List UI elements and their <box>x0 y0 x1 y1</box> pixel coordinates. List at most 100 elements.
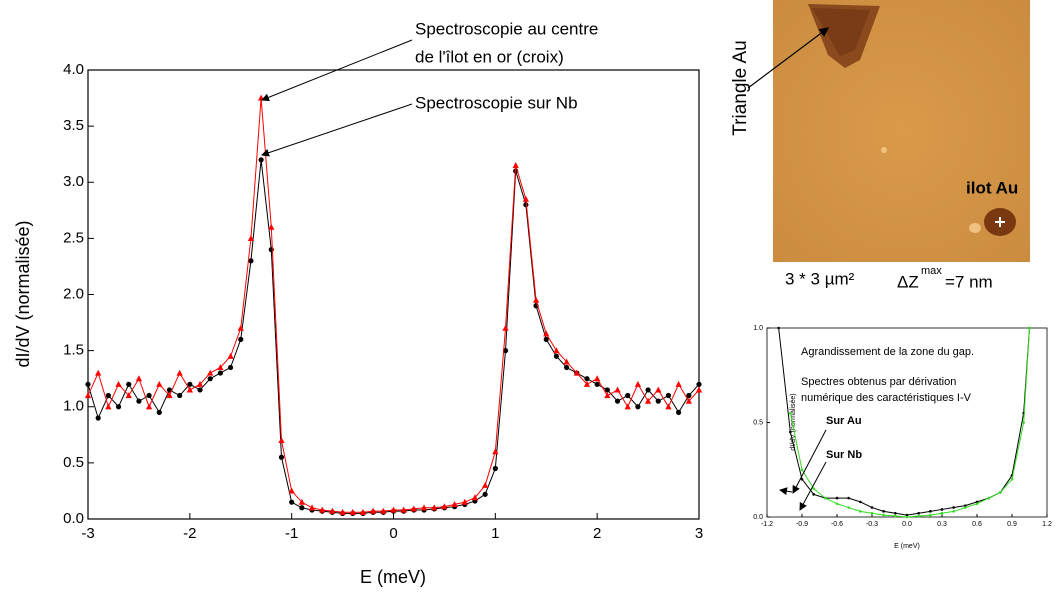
data-point <box>187 381 193 387</box>
data-point <box>655 386 662 393</box>
data-point <box>156 380 163 387</box>
x-tick-label: 1.2 <box>1042 521 1052 528</box>
data-point <box>685 397 692 404</box>
annotation: Spectres obtenus par dérivation <box>801 376 956 388</box>
data-point <box>929 510 932 513</box>
x-tick-label: 0.0 <box>902 521 912 528</box>
data-point <box>166 392 173 399</box>
data-point <box>882 513 885 517</box>
data-point <box>952 506 955 509</box>
y-tick-label: 1.0 <box>63 398 84 415</box>
data-point <box>563 358 570 365</box>
series-line <box>789 327 1030 518</box>
y-tick-label: 0.5 <box>63 454 84 471</box>
data-point <box>451 501 458 508</box>
x-tick-label: 0 <box>389 525 397 542</box>
data-point <box>197 387 203 393</box>
series-label: Sur Nb <box>826 449 862 461</box>
data-point <box>238 336 244 342</box>
data-point <box>676 409 682 415</box>
data-point <box>665 403 672 410</box>
data-point <box>166 387 173 393</box>
data-point <box>105 392 111 399</box>
data-point <box>964 506 967 509</box>
data-point <box>95 369 102 376</box>
x-tick-label: -3 <box>81 525 94 542</box>
data-point <box>870 506 874 509</box>
x-tick-label: -1 <box>285 525 298 542</box>
x-tick-label: -2 <box>183 525 196 542</box>
data-point <box>564 364 570 371</box>
data-point <box>380 507 387 514</box>
arrow <box>799 461 827 511</box>
data-point <box>999 491 1002 494</box>
data-point <box>84 392 92 399</box>
data-point <box>482 491 488 497</box>
x-tick-label: -1.2 <box>761 521 773 528</box>
image-label: 3 * 3 µm² <box>785 269 855 288</box>
data-point <box>634 380 642 387</box>
data-point <box>584 376 590 382</box>
data-point <box>624 403 631 410</box>
arrow <box>779 487 793 496</box>
data-point <box>339 508 346 515</box>
data-point <box>196 380 204 387</box>
series <box>789 326 1031 519</box>
data-point <box>247 234 255 241</box>
data-point <box>370 507 377 514</box>
data-point <box>186 386 193 393</box>
y-tick-label: 2.0 <box>63 285 84 302</box>
data-point <box>975 500 979 504</box>
data-point <box>870 511 874 515</box>
y-axis-label: dI/dV (normalisée) <box>790 393 797 450</box>
data-point <box>532 296 540 303</box>
data-point <box>410 505 417 512</box>
y-tick-label: 1.0 <box>753 325 763 332</box>
data-point <box>136 398 142 404</box>
data-point <box>522 195 530 202</box>
arrow <box>792 429 827 494</box>
x-tick-label: 3 <box>695 525 703 542</box>
data-point <box>696 381 702 387</box>
x-tick-label: 0.3 <box>937 521 947 528</box>
data-point <box>604 392 611 399</box>
data-point <box>217 370 223 376</box>
data-point <box>308 504 316 511</box>
data-point <box>675 380 682 387</box>
y-tick-label: 0.5 <box>753 419 763 426</box>
data-point <box>441 503 448 510</box>
data-point <box>400 506 407 513</box>
data-point <box>145 403 153 410</box>
series <box>84 94 703 515</box>
data-point <box>227 364 234 371</box>
x-tick-label: 0.9 <box>1007 521 1017 528</box>
data-point <box>952 510 955 513</box>
data-point <box>905 513 909 517</box>
data-point <box>940 508 944 511</box>
data-point <box>289 499 295 505</box>
data-point <box>929 513 932 517</box>
image-label: ΔZ <box>897 272 919 291</box>
data-point <box>917 514 920 518</box>
x-axis-label: E (meV) <box>360 567 426 587</box>
data-point <box>176 369 183 376</box>
data-point <box>835 496 839 500</box>
data-point <box>543 336 549 342</box>
data-point <box>987 496 990 500</box>
y-tick-label: 0.0 <box>753 514 763 521</box>
data-point <box>824 496 827 500</box>
data-point <box>329 507 336 514</box>
x-axis-label: E (meV) <box>894 543 920 550</box>
data-point <box>502 324 509 331</box>
data-point <box>882 510 885 513</box>
x-tick-label: 1 <box>491 525 499 542</box>
data-point <box>258 157 264 163</box>
x-tick-label: 2 <box>593 525 601 542</box>
data-point <box>859 510 862 513</box>
data-point <box>420 504 428 511</box>
data-point <box>625 392 631 399</box>
data-point <box>298 498 305 505</box>
data-point <box>553 353 560 359</box>
data-point <box>835 502 839 506</box>
y-tick-label: 1.5 <box>63 342 84 359</box>
